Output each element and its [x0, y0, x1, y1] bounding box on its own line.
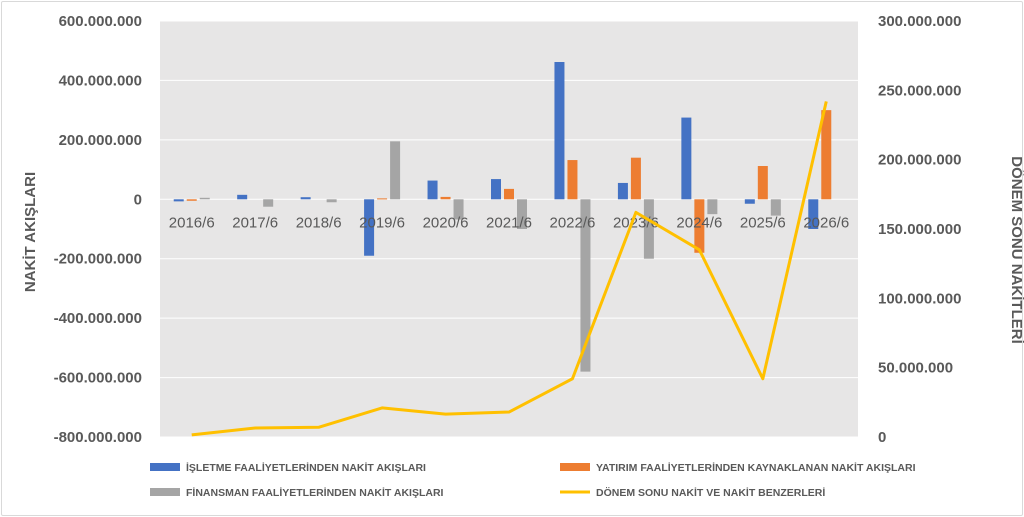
bar-1	[300, 197, 311, 200]
bar-2	[440, 196, 451, 200]
legend-label: DÖNEM SONU NAKİT VE NAKİT BENZERLERİ	[596, 486, 825, 499]
bar-1	[681, 117, 692, 200]
left-axis-title: NAKİT AKIŞLARI	[22, 172, 39, 292]
bar-3	[199, 197, 210, 200]
left-tick-label: -600.000.000	[54, 370, 142, 387]
category-label: 2025/6	[740, 214, 786, 231]
right-tick-label: 50.000.000	[878, 360, 953, 377]
bar-2	[377, 198, 388, 200]
legend-label: YATIRIM FAALİYETLERİNDEN KAYNAKLANAN NAK…	[596, 461, 916, 474]
bar-1	[808, 199, 819, 229]
category-label: 2026/6	[803, 214, 849, 231]
bar-1	[554, 62, 565, 200]
legend-swatch	[150, 488, 180, 496]
left-tick-label: 400.000.000	[59, 72, 142, 89]
left-tick-label: 200.000.000	[59, 132, 142, 149]
category-label: 2022/6	[550, 214, 596, 231]
legend: İŞLETME FAALİYETLERİNDEN NAKİT AKIŞLARI Y…	[150, 461, 916, 499]
bar-3	[517, 199, 527, 229]
legend-swatch	[560, 463, 590, 471]
legend-label: FİNANSMAN FAALİYETLERİNDEN NAKİT AKIŞLAR…	[186, 486, 444, 499]
category-label: 2019/6	[359, 214, 405, 231]
left-tick-label: 600.000.000	[59, 13, 142, 30]
category-label: 2020/6	[423, 214, 469, 231]
bar-2	[630, 157, 641, 200]
bar-1	[173, 199, 184, 202]
bar-2	[504, 188, 514, 200]
bar-series	[173, 62, 832, 372]
bar-2	[821, 110, 832, 200]
right-axis-title: DÖNEM SONU NAKİTLERİ	[1008, 156, 1024, 344]
bar-1	[491, 179, 501, 200]
bar-1	[237, 194, 248, 200]
gridlines	[160, 20, 858, 438]
left-axis-ticks: 600.000.000 400.000.000 200.000.000 0 -200.0…	[54, 13, 142, 446]
bar-2	[567, 160, 578, 200]
right-axis-ticks: 300.000.000 250.000.000 200.000.000 150.000…	[878, 13, 961, 446]
bar-3	[707, 199, 718, 215]
bar-1	[617, 182, 628, 200]
right-tick-label: 100.000.000	[878, 290, 961, 307]
right-tick-label: 250.000.000	[878, 82, 961, 99]
bar-1	[744, 199, 755, 204]
category-label: 2024/6	[676, 214, 722, 231]
category-label: 2021/6	[486, 214, 532, 231]
category-label: 2018/6	[296, 214, 342, 231]
bar-2	[757, 166, 768, 200]
line-series	[191, 101, 828, 437]
category-labels: 2016/6 2017/6 2018/6 2019/6 2020/6 2021/6 2022…	[169, 214, 849, 231]
category-label: 2016/6	[169, 214, 215, 231]
right-tick-label: 200.000.000	[878, 152, 961, 169]
left-tick-label: -200.000.000	[54, 251, 142, 268]
left-tick-label: -800.000.000	[54, 429, 142, 446]
category-label: 2017/6	[232, 214, 278, 231]
bar-1	[427, 180, 438, 200]
left-tick-label: 0	[134, 191, 142, 208]
left-tick-label: -400.000.000	[54, 310, 142, 327]
bar-3	[326, 199, 337, 203]
bar-3	[643, 199, 654, 259]
bar-3	[453, 199, 464, 220]
right-tick-label: 300.000.000	[878, 13, 961, 30]
bar-3	[580, 199, 591, 372]
bar-2	[694, 199, 705, 253]
plot-area	[160, 21, 858, 437]
legend-swatch	[150, 463, 180, 471]
bar-2	[186, 199, 197, 201]
bar-3	[263, 199, 274, 207]
bar-3	[390, 141, 401, 200]
bar-3	[770, 199, 781, 216]
legend-label: İŞLETME FAALİYETLERİNDEN NAKİT AKIŞLARI	[186, 461, 426, 474]
right-tick-label: 0	[878, 429, 886, 446]
bar-1	[364, 199, 375, 256]
right-tick-label: 150.000.000	[878, 221, 961, 238]
